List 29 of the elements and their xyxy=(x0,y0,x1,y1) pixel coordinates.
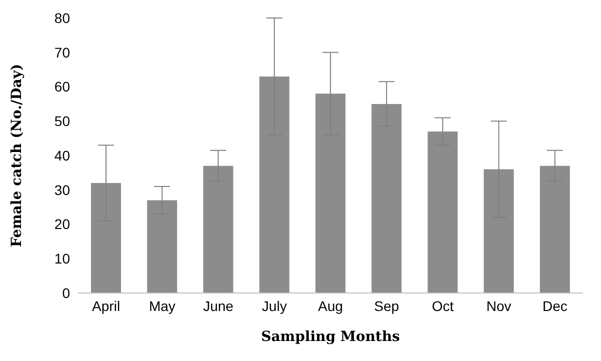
x-tick-label: Dec xyxy=(542,298,568,314)
y-tick-label: 0 xyxy=(62,284,70,301)
y-tick-label: 60 xyxy=(54,78,70,95)
x-tick-label: April xyxy=(92,298,120,314)
x-axis-title: Sampling Months xyxy=(261,329,400,345)
bar xyxy=(484,169,514,293)
bar xyxy=(203,166,234,293)
bar xyxy=(315,94,346,293)
bar xyxy=(540,166,570,293)
x-tick-label: June xyxy=(203,298,234,314)
x-tick-label: July xyxy=(262,298,287,314)
y-axis-title: Female catch (No./Day) xyxy=(8,64,25,248)
bar xyxy=(372,104,402,293)
y-tick-label: 70 xyxy=(54,44,70,60)
bar xyxy=(428,131,458,293)
x-tick-label: Oct xyxy=(432,298,454,314)
x-tick-label: Aug xyxy=(318,298,343,314)
y-tick-label: 10 xyxy=(54,250,70,267)
x-tick-label: May xyxy=(148,298,176,314)
bar xyxy=(147,200,178,293)
x-tick-label: Sep xyxy=(374,298,400,314)
y-tick-label: 20 xyxy=(54,216,70,232)
y-tick-label: 40 xyxy=(54,147,70,164)
x-tick-label: Nov xyxy=(486,298,512,314)
y-tick-label: 30 xyxy=(54,182,70,198)
bar xyxy=(259,76,290,293)
y-tick-label: 80 xyxy=(54,10,70,26)
bar xyxy=(91,183,121,293)
y-tick-label: 50 xyxy=(54,113,70,130)
